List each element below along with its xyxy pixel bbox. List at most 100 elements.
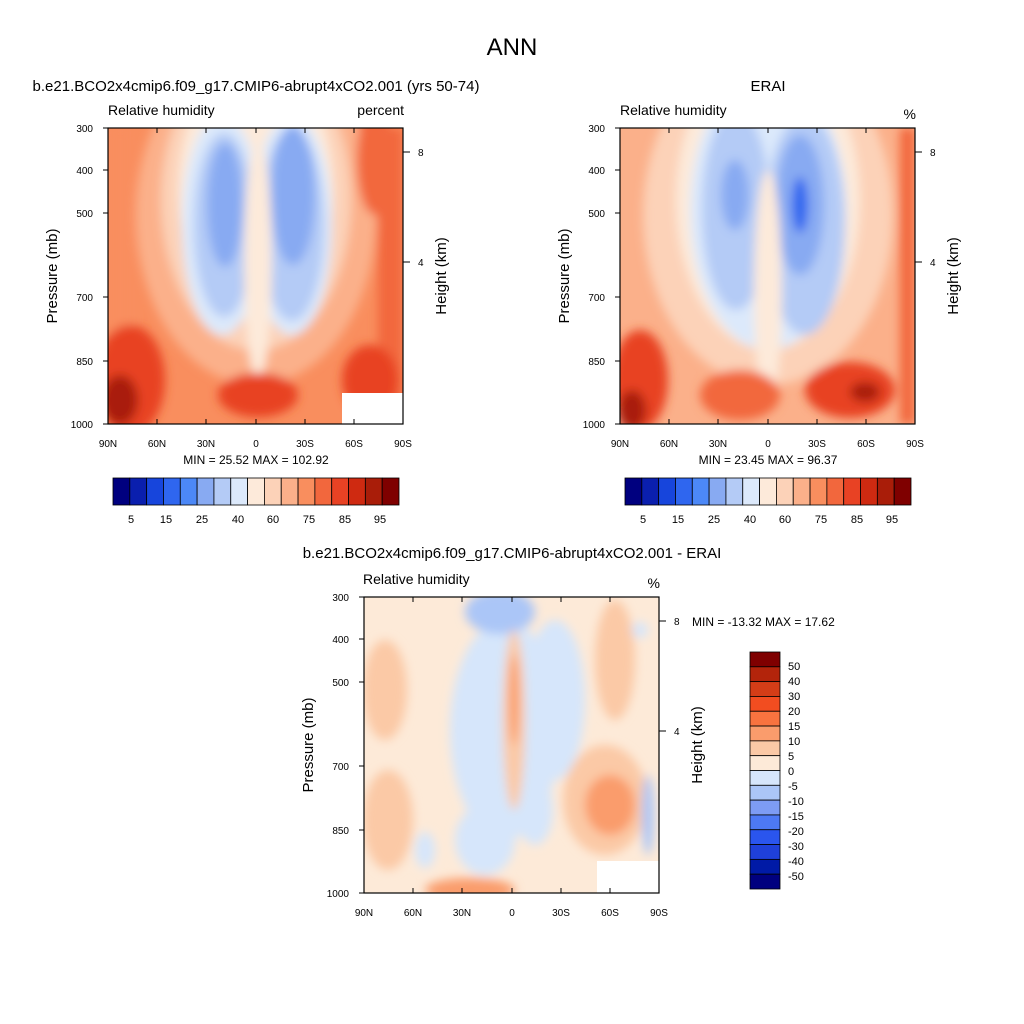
colorbar-label: 5 bbox=[128, 514, 134, 526]
x-tick-label: 90S bbox=[906, 439, 924, 450]
colorbar-cell bbox=[331, 477, 349, 506]
colorbar-cell bbox=[179, 477, 198, 506]
colorbar-cell bbox=[658, 477, 676, 506]
colorbar-label: 60 bbox=[267, 514, 279, 526]
x-ticks: 90N 60N 30N 0 30S 60S 90S bbox=[99, 128, 412, 450]
y-tick-label: 400 bbox=[332, 635, 349, 646]
colorbar-label: 75 bbox=[303, 514, 315, 526]
right-label: % bbox=[904, 106, 916, 122]
colorbar-cell bbox=[675, 477, 693, 506]
colorbar-cell bbox=[314, 477, 333, 506]
colorbar-cell bbox=[749, 725, 781, 742]
colorbar-cells bbox=[749, 651, 781, 890]
colorbar-cell bbox=[749, 666, 781, 683]
colorbar-label: 40 bbox=[232, 514, 244, 526]
right-label: % bbox=[648, 575, 660, 591]
y-tick-label: 700 bbox=[332, 762, 349, 773]
y-tick-label: 300 bbox=[332, 593, 349, 604]
colorbar-cell bbox=[247, 477, 265, 506]
x-tick-label: 90S bbox=[394, 439, 412, 450]
contour-field bbox=[108, 128, 403, 424]
colorbar-cell bbox=[163, 477, 181, 506]
colorbar-cell bbox=[230, 477, 248, 506]
x-tick-label: 30S bbox=[552, 908, 570, 919]
colorbar-label: 75 bbox=[815, 514, 827, 526]
y-tick-label: 500 bbox=[588, 209, 605, 220]
colorbar-cell bbox=[641, 477, 660, 506]
x-tick-label: 30N bbox=[453, 908, 471, 919]
panel-title: ERAI bbox=[750, 78, 785, 95]
x-tick-label: 60S bbox=[601, 908, 619, 919]
colorbar-cell bbox=[809, 477, 828, 506]
colorbar-cells bbox=[624, 477, 912, 506]
colorbar-cell bbox=[196, 477, 215, 506]
x-ticks: 90N 60N 30N 0 30S 60S 90S bbox=[611, 128, 924, 450]
colorbar-label: -30 bbox=[788, 841, 804, 853]
colorbar-label: 40 bbox=[744, 514, 756, 526]
colorbar-cell bbox=[624, 477, 643, 506]
colorbar-cell bbox=[749, 858, 781, 875]
colorbar-cell bbox=[749, 651, 781, 668]
colorbar-cell bbox=[749, 755, 781, 771]
colorbar-cell bbox=[749, 829, 781, 845]
y-tick-label: 500 bbox=[76, 209, 93, 220]
y-tick-label: 500 bbox=[332, 678, 349, 689]
colorbar-label: 20 bbox=[788, 706, 800, 718]
y2-axis-label: Height (km) bbox=[433, 237, 450, 315]
colorbar-cell bbox=[297, 477, 316, 506]
y-tick-label: 850 bbox=[588, 357, 605, 368]
y-tick-label: 1000 bbox=[327, 889, 350, 900]
colorbar-label: 40 bbox=[788, 676, 800, 688]
colorbar-cell bbox=[759, 477, 777, 506]
x-tick-label: 60S bbox=[857, 439, 875, 450]
colorbar-cell bbox=[749, 740, 781, 757]
min-max-stats: MIN = 23.45 MAX = 96.37 bbox=[699, 453, 838, 467]
y2-tick-label: 4 bbox=[674, 727, 680, 738]
colorbar-cell bbox=[129, 477, 148, 506]
colorbar-cell bbox=[364, 477, 383, 506]
colorbar: 5 15 25 40 60 75 85 95 bbox=[624, 477, 912, 526]
y-tick-label: 700 bbox=[76, 293, 93, 304]
colorbar-cell bbox=[749, 784, 781, 801]
x-tick-label: 0 bbox=[253, 439, 259, 450]
colorbar-cell bbox=[749, 814, 781, 831]
colorbar-cell bbox=[725, 477, 744, 506]
colorbar-label: 85 bbox=[339, 514, 351, 526]
min-max-stats: MIN = -13.32 MAX = 17.62 bbox=[692, 615, 835, 629]
panel-title: b.e21.BCO2x4cmip6.f09_g17.CMIP6-abrupt4x… bbox=[33, 78, 480, 95]
colorbar-cell bbox=[826, 477, 845, 506]
colorbar-cell bbox=[860, 477, 878, 506]
colorbar-cell bbox=[749, 844, 781, 860]
colorbar-cell bbox=[742, 477, 760, 506]
colorbar-cell bbox=[213, 477, 232, 506]
x-tick-label: 90S bbox=[650, 908, 668, 919]
colorbar-label: -5 bbox=[788, 781, 798, 793]
min-max-stats: MIN = 25.52 MAX = 102.92 bbox=[183, 453, 329, 467]
contour-field bbox=[620, 128, 915, 424]
colorbar-cells bbox=[112, 477, 400, 506]
x-tick-label: 60S bbox=[345, 439, 363, 450]
colorbar-cell bbox=[749, 710, 781, 727]
colorbar-label: 5 bbox=[788, 751, 794, 763]
colorbar-cell bbox=[776, 477, 794, 506]
y-tick-label: 850 bbox=[76, 357, 93, 368]
y-axis-label: Pressure (mb) bbox=[44, 228, 61, 323]
y-ticks: 300 400 500 700 850 1000 8 4 bbox=[71, 124, 424, 431]
y-tick-label: 400 bbox=[76, 166, 93, 177]
y-tick-label: 1000 bbox=[71, 420, 94, 431]
colorbar-label: -20 bbox=[788, 826, 804, 838]
y-tick-label: 300 bbox=[588, 124, 605, 135]
colorbar-cell bbox=[280, 477, 299, 506]
colorbar-cell bbox=[691, 477, 710, 506]
colorbar-cell bbox=[708, 477, 727, 506]
y2-tick-label: 8 bbox=[674, 617, 680, 628]
colorbar-cell bbox=[381, 477, 400, 506]
colorbar-label: 95 bbox=[886, 514, 898, 526]
colorbar-cell bbox=[348, 477, 366, 506]
colorbar-label: -15 bbox=[788, 811, 804, 823]
y2-tick-label: 4 bbox=[418, 258, 424, 269]
right-label: percent bbox=[357, 102, 404, 118]
y-tick-label: 700 bbox=[588, 293, 605, 304]
colorbar-label: 15 bbox=[672, 514, 684, 526]
